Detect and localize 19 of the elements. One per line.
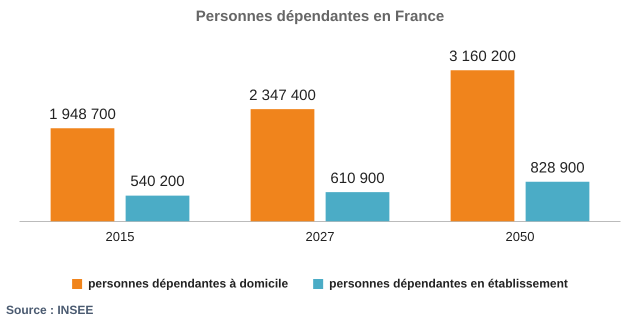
bar bbox=[450, 70, 514, 222]
source-note: Source : INSEE bbox=[6, 303, 94, 317]
chart-title: Personnes dépendantes en France bbox=[196, 8, 444, 26]
bar bbox=[250, 109, 314, 222]
bar bbox=[326, 192, 390, 222]
x-tick-label: 2015 bbox=[106, 228, 134, 244]
bar bbox=[526, 182, 590, 222]
data-label: 1 948 700 bbox=[49, 106, 116, 123]
x-tick-label: 2050 bbox=[506, 228, 534, 244]
x-tick-label: 2027 bbox=[306, 228, 334, 244]
data-label: 540 200 bbox=[130, 173, 185, 190]
data-label: 610 900 bbox=[330, 170, 385, 187]
legend-label: personnes dépendantes à domicile bbox=[88, 276, 288, 290]
data-label: 828 900 bbox=[530, 159, 585, 176]
bar bbox=[126, 196, 190, 222]
bar bbox=[50, 128, 114, 222]
data-label: 2 347 400 bbox=[249, 86, 316, 104]
legend-label: personnes dépendantes en établissement bbox=[329, 276, 568, 290]
data-label: 3 160 200 bbox=[449, 48, 516, 65]
